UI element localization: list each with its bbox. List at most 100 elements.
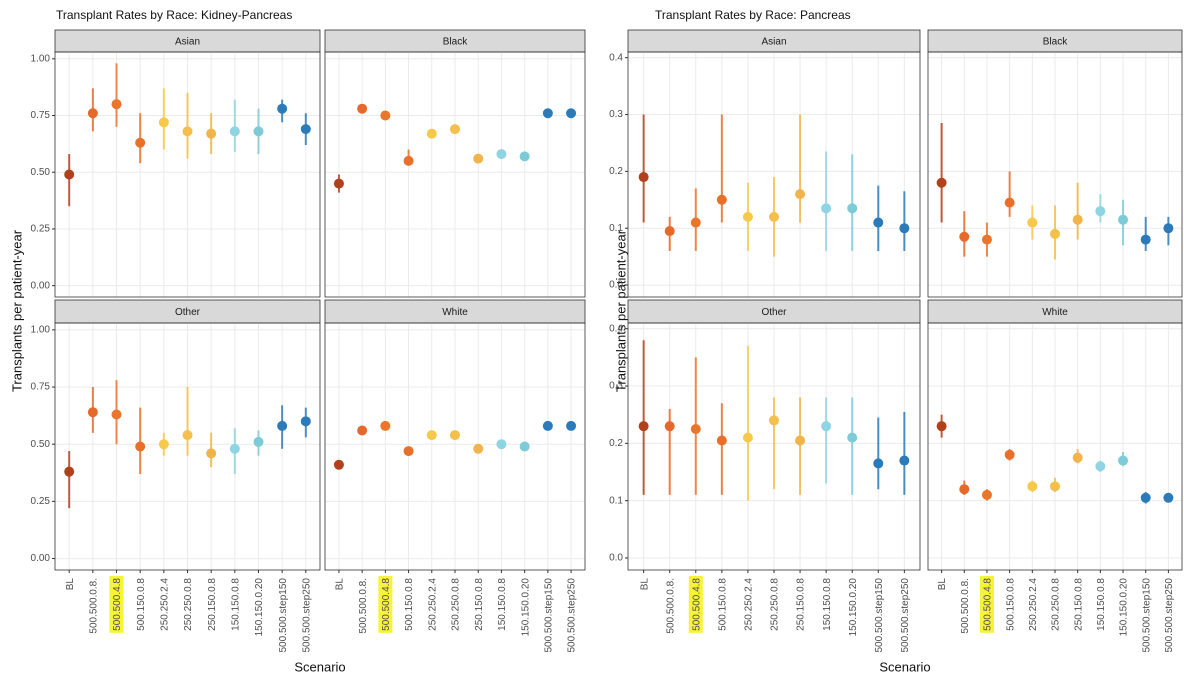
point [277, 103, 288, 114]
x-tick: 500.500.0.8. [960, 578, 971, 634]
x-tick: 150.150.0.8 [1096, 578, 1107, 631]
point [300, 124, 311, 135]
y-tick-label: 0.75 [31, 110, 51, 121]
strip-label: Asian [761, 37, 786, 48]
x-tick-label: 150.150.0.8 [822, 578, 833, 631]
point [1095, 206, 1106, 217]
y-axis-title: Transplants per patient-year [9, 229, 24, 392]
point [690, 217, 701, 228]
point [1163, 223, 1174, 234]
point [111, 409, 122, 420]
x-tick-label: 250.150.0.8 [1073, 578, 1084, 631]
x-tick: BL [937, 578, 948, 591]
point [566, 420, 577, 431]
x-tick: 500.500.step150 [874, 578, 885, 653]
y-tick-label: 1.00 [31, 325, 51, 336]
point [1072, 214, 1083, 225]
x-tick: 250.250.0.8 [451, 578, 462, 631]
point [716, 194, 727, 205]
highlight [979, 576, 994, 633]
y-tick-label: 0.2 [609, 438, 623, 449]
x-tick-label: 500.150.0.8 [1005, 578, 1016, 631]
highlight [688, 576, 703, 633]
y-tick-label: 0.0 [609, 280, 623, 291]
x-tick: 250.150.0.8 [796, 578, 807, 631]
y-tick-label: 0.4 [609, 52, 623, 63]
x-axis-title: Scenario [294, 659, 345, 674]
point [277, 420, 288, 431]
x-tick-label: 250.250.2.4 [159, 578, 170, 631]
x-tick-label: 500.500.0.8. [88, 578, 99, 634]
point [87, 108, 98, 119]
strip-label: Other [761, 307, 787, 318]
x-tick: 500.500.4.8 [378, 576, 393, 633]
x-tick-label: 250.250.0.8 [1051, 578, 1062, 631]
point [111, 99, 122, 110]
point [333, 459, 344, 470]
x-tick-label: 500.500.step250 [567, 578, 578, 653]
x-tick-label: 150.150.0.8 [230, 578, 241, 631]
x-tick: 250.250.2.4 [427, 578, 438, 631]
point [357, 425, 368, 436]
x-tick-label: 500.500.step250 [900, 578, 911, 653]
x-axis-title: Scenario [879, 659, 930, 674]
x-tick-label: BL [937, 578, 948, 591]
point [519, 441, 530, 452]
point [300, 416, 311, 427]
point [795, 189, 806, 200]
point [847, 432, 858, 443]
point [473, 443, 484, 454]
point [638, 172, 649, 183]
point [450, 124, 460, 135]
point [664, 421, 675, 432]
point [716, 435, 727, 446]
point [403, 446, 414, 457]
point [1095, 461, 1106, 472]
x-tick-label: 250.250.0.8 [451, 578, 462, 631]
point [542, 420, 553, 431]
x-tick: 500.500.0.8. [358, 578, 369, 634]
y-tick-label: 0.25 [31, 224, 51, 235]
point [638, 421, 649, 432]
panel-border [927, 51, 1183, 298]
x-tick: 500.500.0.8. [88, 578, 99, 634]
x-tick: 250.250.2.4 [159, 578, 170, 631]
y-tick-label: 0.00 [31, 553, 51, 564]
point [519, 151, 530, 162]
point [182, 430, 193, 441]
y-tick-label: 1.00 [31, 53, 51, 64]
point [899, 223, 910, 234]
x-tick-label: 500.150.0.8 [404, 578, 415, 631]
x-tick: BL [65, 578, 76, 591]
x-tick-label: 250.250.2.4 [1028, 578, 1039, 631]
panel-border [324, 51, 586, 298]
x-tick-label: 250.250.2.4 [744, 578, 755, 631]
point [253, 126, 264, 137]
x-tick-label: 500.500.step150 [543, 578, 554, 653]
point [1050, 228, 1060, 239]
x-tick: 150.150.0.8 [822, 578, 833, 631]
x-tick: 500.150.0.8 [1005, 578, 1016, 631]
x-tick-label: 500.500.4.8 [691, 578, 702, 631]
strip-label: Black [443, 37, 468, 48]
point [229, 443, 240, 454]
point [1027, 217, 1038, 228]
x-tick: 250.250.0.8 [770, 578, 781, 631]
x-tick-label: 150.150.0.8 [497, 578, 508, 631]
point [357, 103, 368, 114]
point [566, 108, 577, 119]
x-tick-label: 150.150.0.20 [520, 578, 531, 637]
point [206, 128, 217, 139]
point [899, 455, 910, 466]
x-tick-label: BL [639, 578, 650, 591]
x-tick-label: 500.500.4.8 [983, 578, 994, 631]
x-tick: 500.500.0.8. [665, 578, 676, 634]
x-tick: 500.500.step250 [900, 578, 911, 653]
point [795, 435, 806, 446]
point [64, 466, 75, 477]
x-tick: 500.500.4.8 [109, 576, 124, 633]
point [1163, 492, 1174, 503]
point [380, 420, 391, 431]
x-tick: 250.150.0.8 [1073, 578, 1084, 631]
x-tick: 250.150.0.8 [474, 578, 485, 631]
